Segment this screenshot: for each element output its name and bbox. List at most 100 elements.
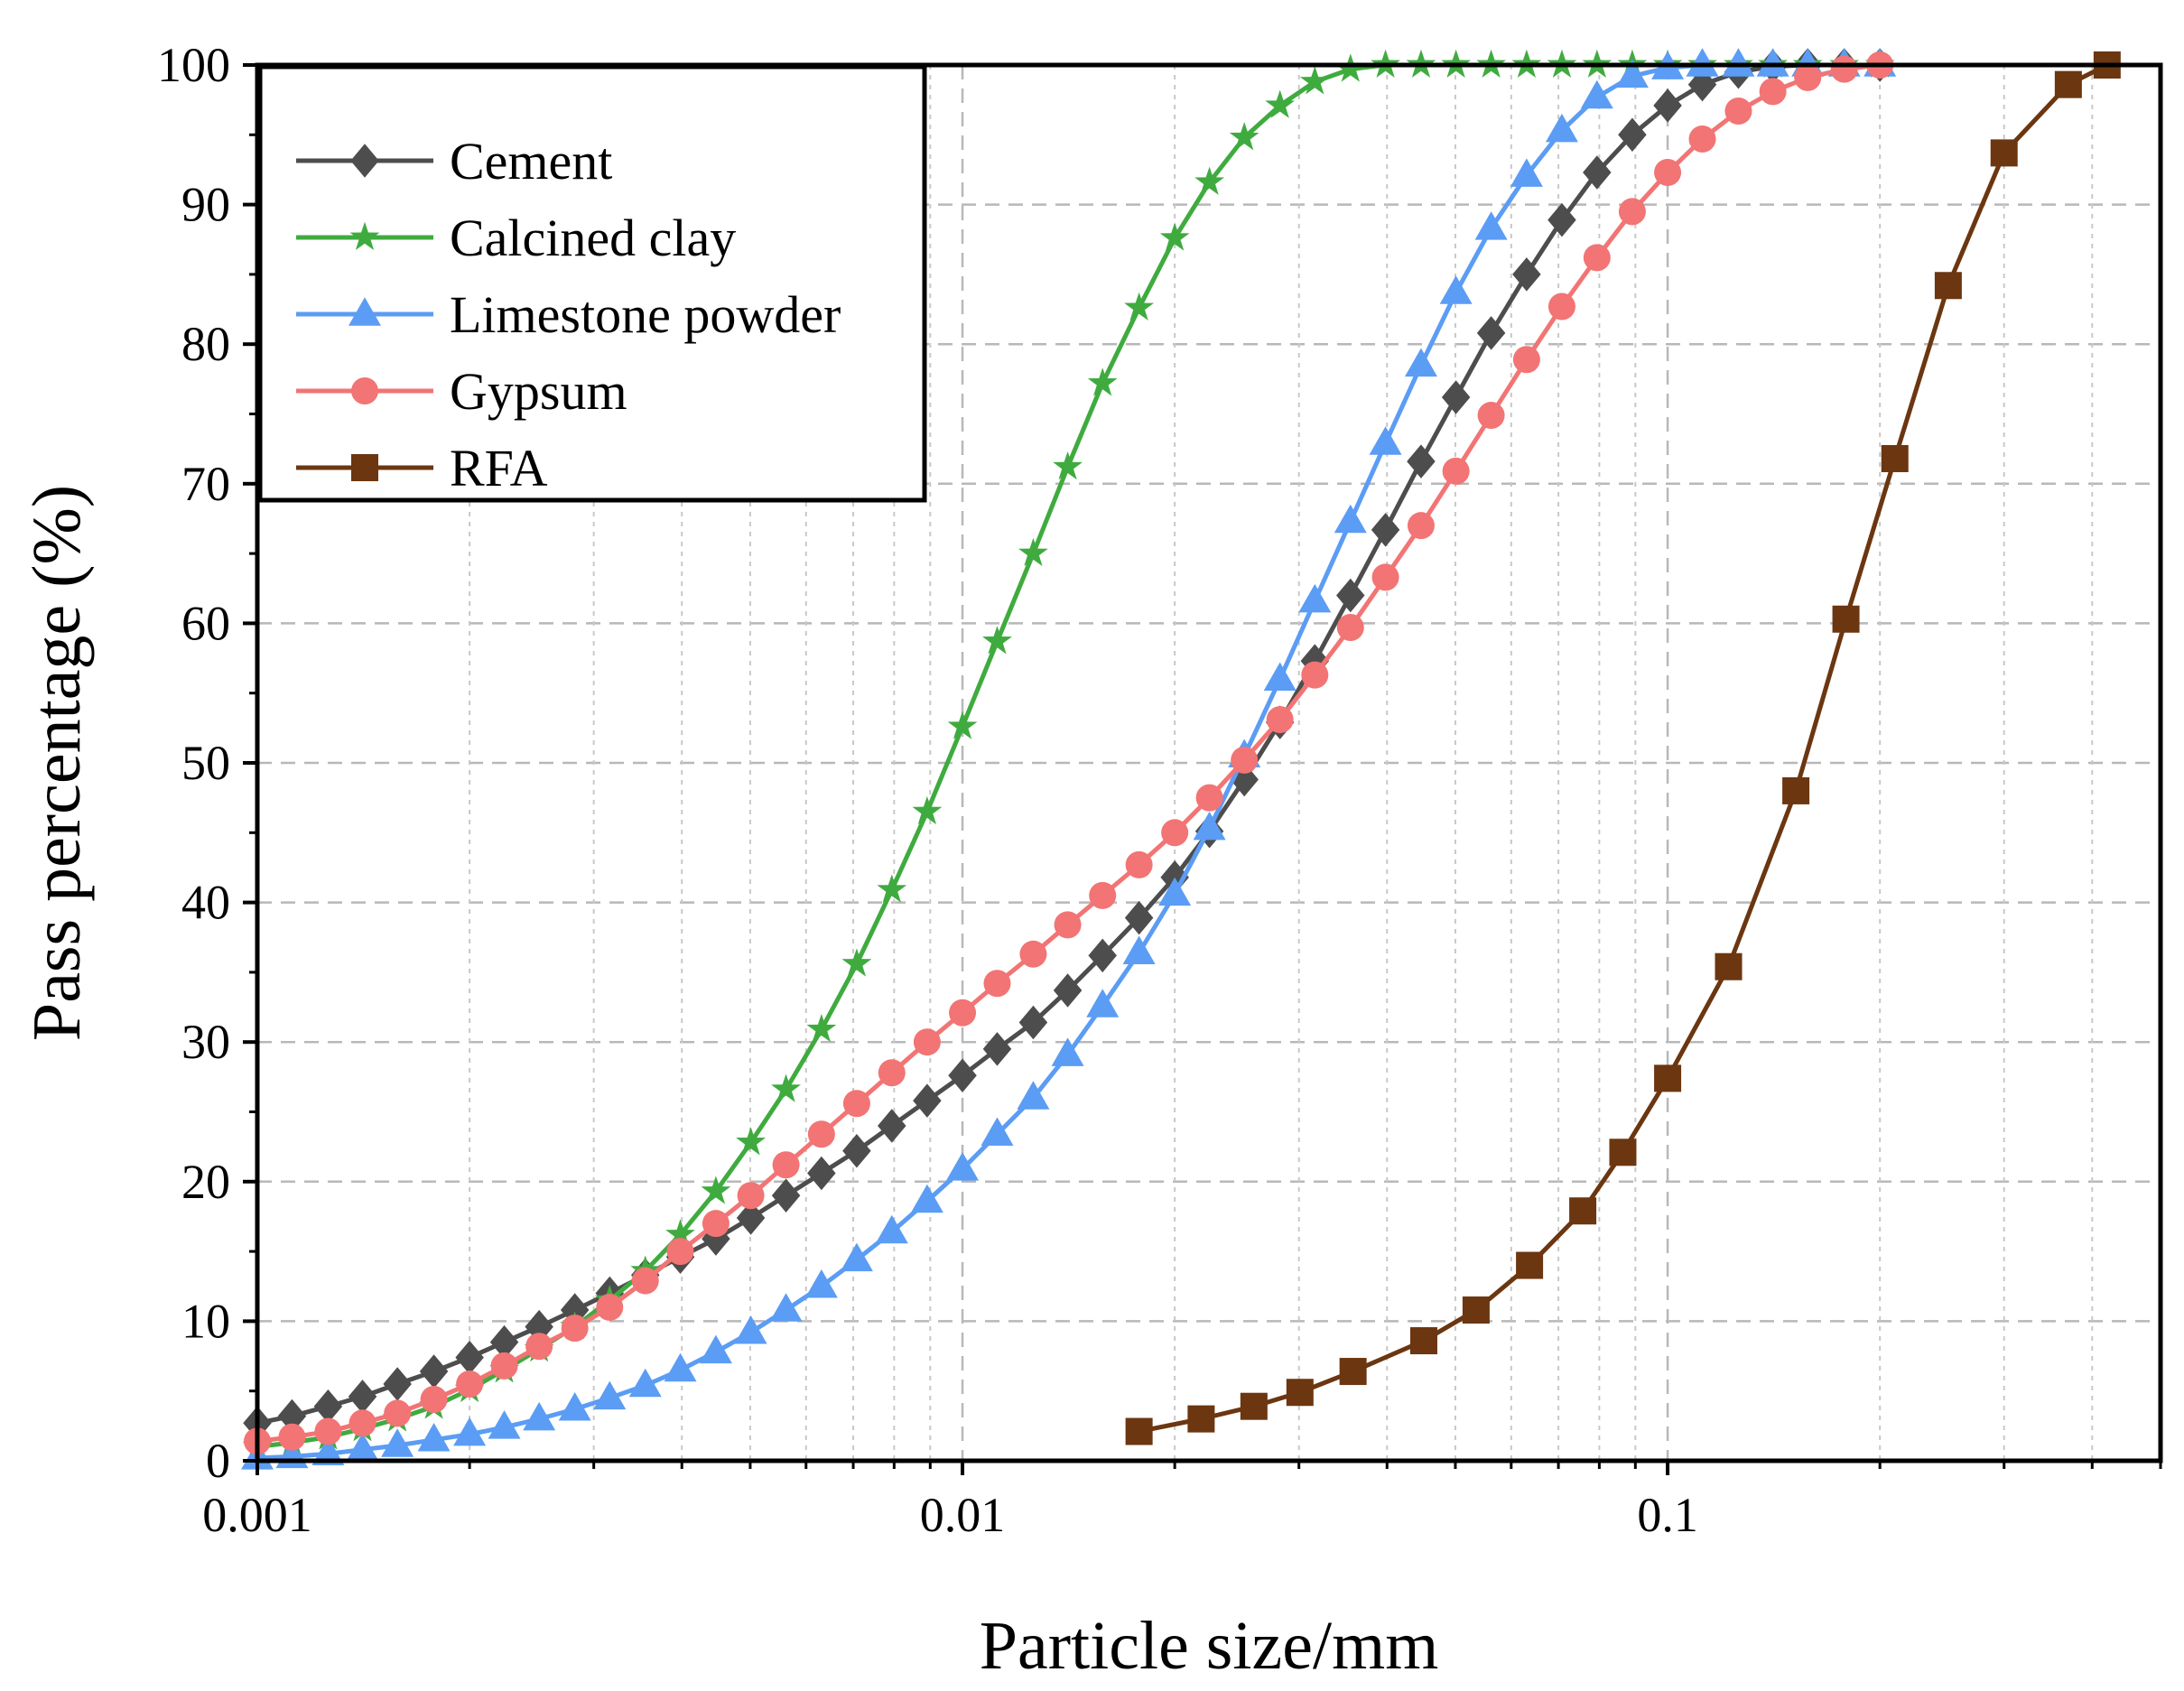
series-gypsum bbox=[244, 51, 1894, 1455]
data-point-calcined-clay bbox=[806, 1014, 837, 1043]
data-point-limestone-powder bbox=[558, 1392, 591, 1421]
data-point-gypsum bbox=[1019, 940, 1047, 968]
data-point-gypsum bbox=[1583, 244, 1611, 272]
data-point-limestone-powder bbox=[1686, 48, 1719, 77]
data-point-gypsum bbox=[1724, 98, 1752, 125]
y-tick-label: 50 bbox=[181, 736, 230, 790]
data-point-gypsum bbox=[1231, 746, 1259, 774]
legend-item-gypsum: Gypsum bbox=[296, 362, 627, 421]
data-point-gypsum bbox=[1794, 63, 1822, 91]
legend-marker-limestone-powder bbox=[349, 297, 381, 326]
data-point-limestone-powder bbox=[1439, 275, 1473, 304]
data-point-rfa bbox=[1654, 1064, 1682, 1092]
data-point-cement bbox=[1653, 88, 1682, 123]
data-point-cement bbox=[878, 1109, 906, 1143]
data-point-calcined-clay bbox=[912, 795, 943, 825]
data-point-limestone-powder bbox=[381, 1428, 414, 1457]
data-point-cement bbox=[1336, 578, 1365, 613]
data-point-limestone-powder bbox=[1404, 348, 1437, 377]
legend-marker-calcined-clay bbox=[349, 221, 380, 250]
data-point-limestone-powder bbox=[1086, 989, 1120, 1017]
data-point-rfa bbox=[1125, 1417, 1153, 1445]
data-point-gypsum bbox=[878, 1059, 906, 1087]
y-axis-title: Pass percentage (%) bbox=[19, 485, 95, 1041]
y-tick-label: 20 bbox=[181, 1155, 230, 1209]
data-point-cement bbox=[1476, 316, 1506, 350]
data-point-gypsum bbox=[631, 1267, 659, 1295]
data-point-limestone-powder bbox=[1510, 158, 1543, 187]
data-point-gypsum bbox=[1054, 911, 1082, 939]
data-point-limestone-powder bbox=[311, 1436, 345, 1466]
data-point-limestone-powder bbox=[699, 1334, 732, 1364]
legend-label-limestone-powder: Limestone powder bbox=[450, 285, 841, 344]
data-point-cement bbox=[383, 1367, 412, 1401]
data-point-limestone-powder bbox=[1017, 1081, 1050, 1110]
data-point-gypsum bbox=[772, 1151, 800, 1179]
data-point-cement bbox=[419, 1354, 449, 1389]
data-point-rfa bbox=[1409, 1327, 1437, 1355]
data-point-cement bbox=[1512, 257, 1541, 292]
legend-label-cement: Cement bbox=[450, 132, 612, 190]
data-point-cement bbox=[455, 1340, 484, 1375]
data-point-cement bbox=[807, 1156, 836, 1191]
data-point-calcined-clay bbox=[701, 1175, 731, 1204]
data-point-limestone-powder bbox=[1722, 48, 1755, 77]
legend-item-cement: Cement bbox=[296, 132, 612, 190]
y-tick-label: 80 bbox=[181, 317, 230, 371]
data-point-limestone-powder bbox=[1369, 426, 1402, 455]
data-point-limestone-powder bbox=[628, 1368, 662, 1398]
data-point-gypsum bbox=[807, 1120, 835, 1148]
data-point-calcined-clay bbox=[841, 948, 872, 977]
data-point-cement bbox=[913, 1083, 942, 1118]
data-point-gypsum bbox=[1830, 55, 1858, 83]
data-point-limestone-powder bbox=[664, 1352, 697, 1382]
data-point-gypsum bbox=[1301, 661, 1329, 689]
data-point-cement bbox=[1618, 117, 1647, 153]
y-tick-label: 60 bbox=[181, 596, 230, 650]
data-point-gypsum bbox=[1407, 512, 1435, 540]
data-point-limestone-powder bbox=[523, 1401, 556, 1431]
legend-item-rfa: RFA bbox=[296, 439, 548, 497]
data-point-calcined-clay bbox=[947, 711, 978, 739]
data-point-gypsum bbox=[913, 1028, 941, 1056]
data-point-limestone-powder bbox=[910, 1184, 943, 1213]
data-point-limestone-powder bbox=[734, 1315, 767, 1344]
data-point-calcined-clay bbox=[982, 626, 1012, 655]
legend-label-calcined-clay: Calcined clay bbox=[450, 209, 736, 267]
legend-item-calcined-clay: Calcined clay bbox=[296, 209, 736, 267]
data-point-gypsum bbox=[666, 1238, 694, 1266]
data-point-limestone-powder bbox=[488, 1410, 521, 1439]
data-point-calcined-clay bbox=[1229, 122, 1259, 151]
data-point-calcined-clay bbox=[1053, 451, 1083, 480]
data-point-limestone-powder bbox=[346, 1432, 379, 1462]
data-point-limestone-powder bbox=[804, 1269, 838, 1298]
data-point-rfa bbox=[1462, 1296, 1490, 1324]
y-tick-label: 90 bbox=[181, 178, 230, 232]
data-point-rfa bbox=[1609, 1138, 1637, 1166]
y-tick-label: 10 bbox=[181, 1294, 230, 1348]
data-point-calcined-clay bbox=[665, 1219, 695, 1248]
data-point-cement bbox=[1018, 1005, 1048, 1040]
data-point-gypsum bbox=[1125, 850, 1153, 878]
data-point-cement bbox=[277, 1398, 307, 1434]
data-point-gypsum bbox=[1547, 293, 1575, 321]
y-tick-label: 70 bbox=[181, 457, 230, 511]
data-point-cement bbox=[842, 1134, 871, 1168]
data-point-limestone-powder bbox=[1298, 583, 1332, 613]
data-point-limestone-powder bbox=[1193, 811, 1226, 841]
data-point-limestone-powder bbox=[875, 1214, 908, 1244]
data-point-gypsum bbox=[349, 1409, 376, 1437]
data-point-gypsum bbox=[384, 1399, 412, 1427]
data-point-cement bbox=[1407, 444, 1436, 478]
data-point-limestone-powder bbox=[453, 1417, 487, 1446]
data-point-gypsum bbox=[278, 1423, 306, 1451]
series-rfa bbox=[1125, 51, 2121, 1445]
data-point-limestone-powder bbox=[769, 1293, 803, 1322]
data-point-limestone-powder bbox=[1615, 59, 1649, 88]
data-point-limestone-powder bbox=[1263, 662, 1296, 691]
data-point-rfa bbox=[1990, 139, 2018, 167]
data-point-gypsum bbox=[1512, 346, 1540, 374]
data-point-gypsum bbox=[561, 1315, 589, 1343]
data-point-gypsum bbox=[456, 1370, 484, 1398]
series-cement bbox=[243, 48, 1894, 1441]
